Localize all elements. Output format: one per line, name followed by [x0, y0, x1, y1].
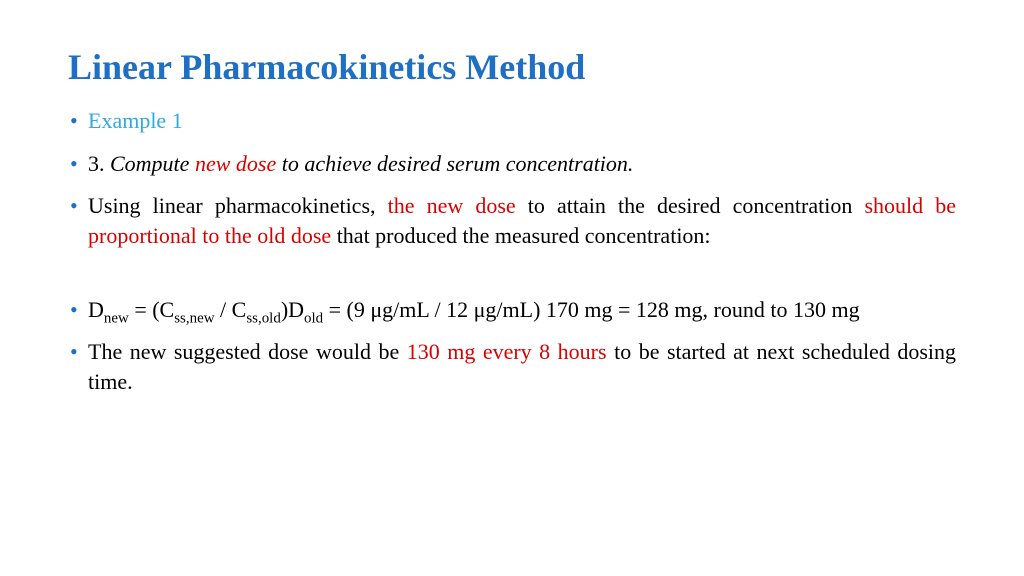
eq-sub-new: new: [104, 310, 129, 326]
eq-slash: / C: [215, 297, 247, 322]
step-red: new dose: [195, 151, 276, 176]
p3-t2: to attain the desired concentration: [516, 193, 865, 218]
bullet-explain: Using linear pharmacokinetics, the new d…: [68, 191, 956, 250]
p5-t1: The new suggested dose would be: [88, 339, 407, 364]
eq-sub-ssold: ss,old: [246, 310, 280, 326]
p3-t1: Using linear pharmacokinetics,: [88, 193, 388, 218]
eq-close: )D: [281, 297, 304, 322]
step-number: 3.: [88, 151, 110, 176]
eq-D: D: [88, 297, 104, 322]
p5-r1: 130 mg every 8 hours: [407, 339, 607, 364]
step-text-1: Compute: [110, 151, 195, 176]
step-text-2: to achieve desired serum concentration.: [276, 151, 633, 176]
bullet-equation: Dnew = (Css,new / Css,old)Dold = (9 μg/m…: [68, 295, 956, 325]
bullet-list: Example 1 3. Compute new dose to achieve…: [68, 106, 956, 397]
eq-sub-ssnew: ss,new: [174, 310, 214, 326]
example-label: Example 1: [88, 108, 183, 133]
p3-t3: that produced the measured concentration…: [331, 223, 710, 248]
eq-sub-old: old: [304, 310, 323, 326]
eq-1: = (C: [129, 297, 174, 322]
bullet-step3: 3. Compute new dose to achieve desired s…: [68, 149, 956, 179]
bullet-example: Example 1: [68, 106, 956, 136]
p3-r1: the new dose: [388, 193, 516, 218]
slide-title: Linear Pharmacokinetics Method: [68, 46, 956, 88]
bullet-conclusion: The new suggested dose would be 130 mg e…: [68, 337, 956, 396]
eq-rest: = (9 μg/mL / 12 μg/mL) 170 mg = 128 mg, …: [323, 297, 859, 322]
